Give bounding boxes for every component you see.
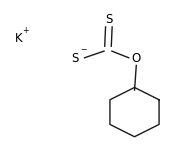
Text: O: O [132, 52, 141, 65]
Text: +: + [22, 26, 28, 35]
Text: S: S [71, 52, 79, 65]
Text: K: K [14, 32, 22, 45]
Text: S: S [105, 13, 113, 26]
Text: −: − [80, 46, 86, 55]
